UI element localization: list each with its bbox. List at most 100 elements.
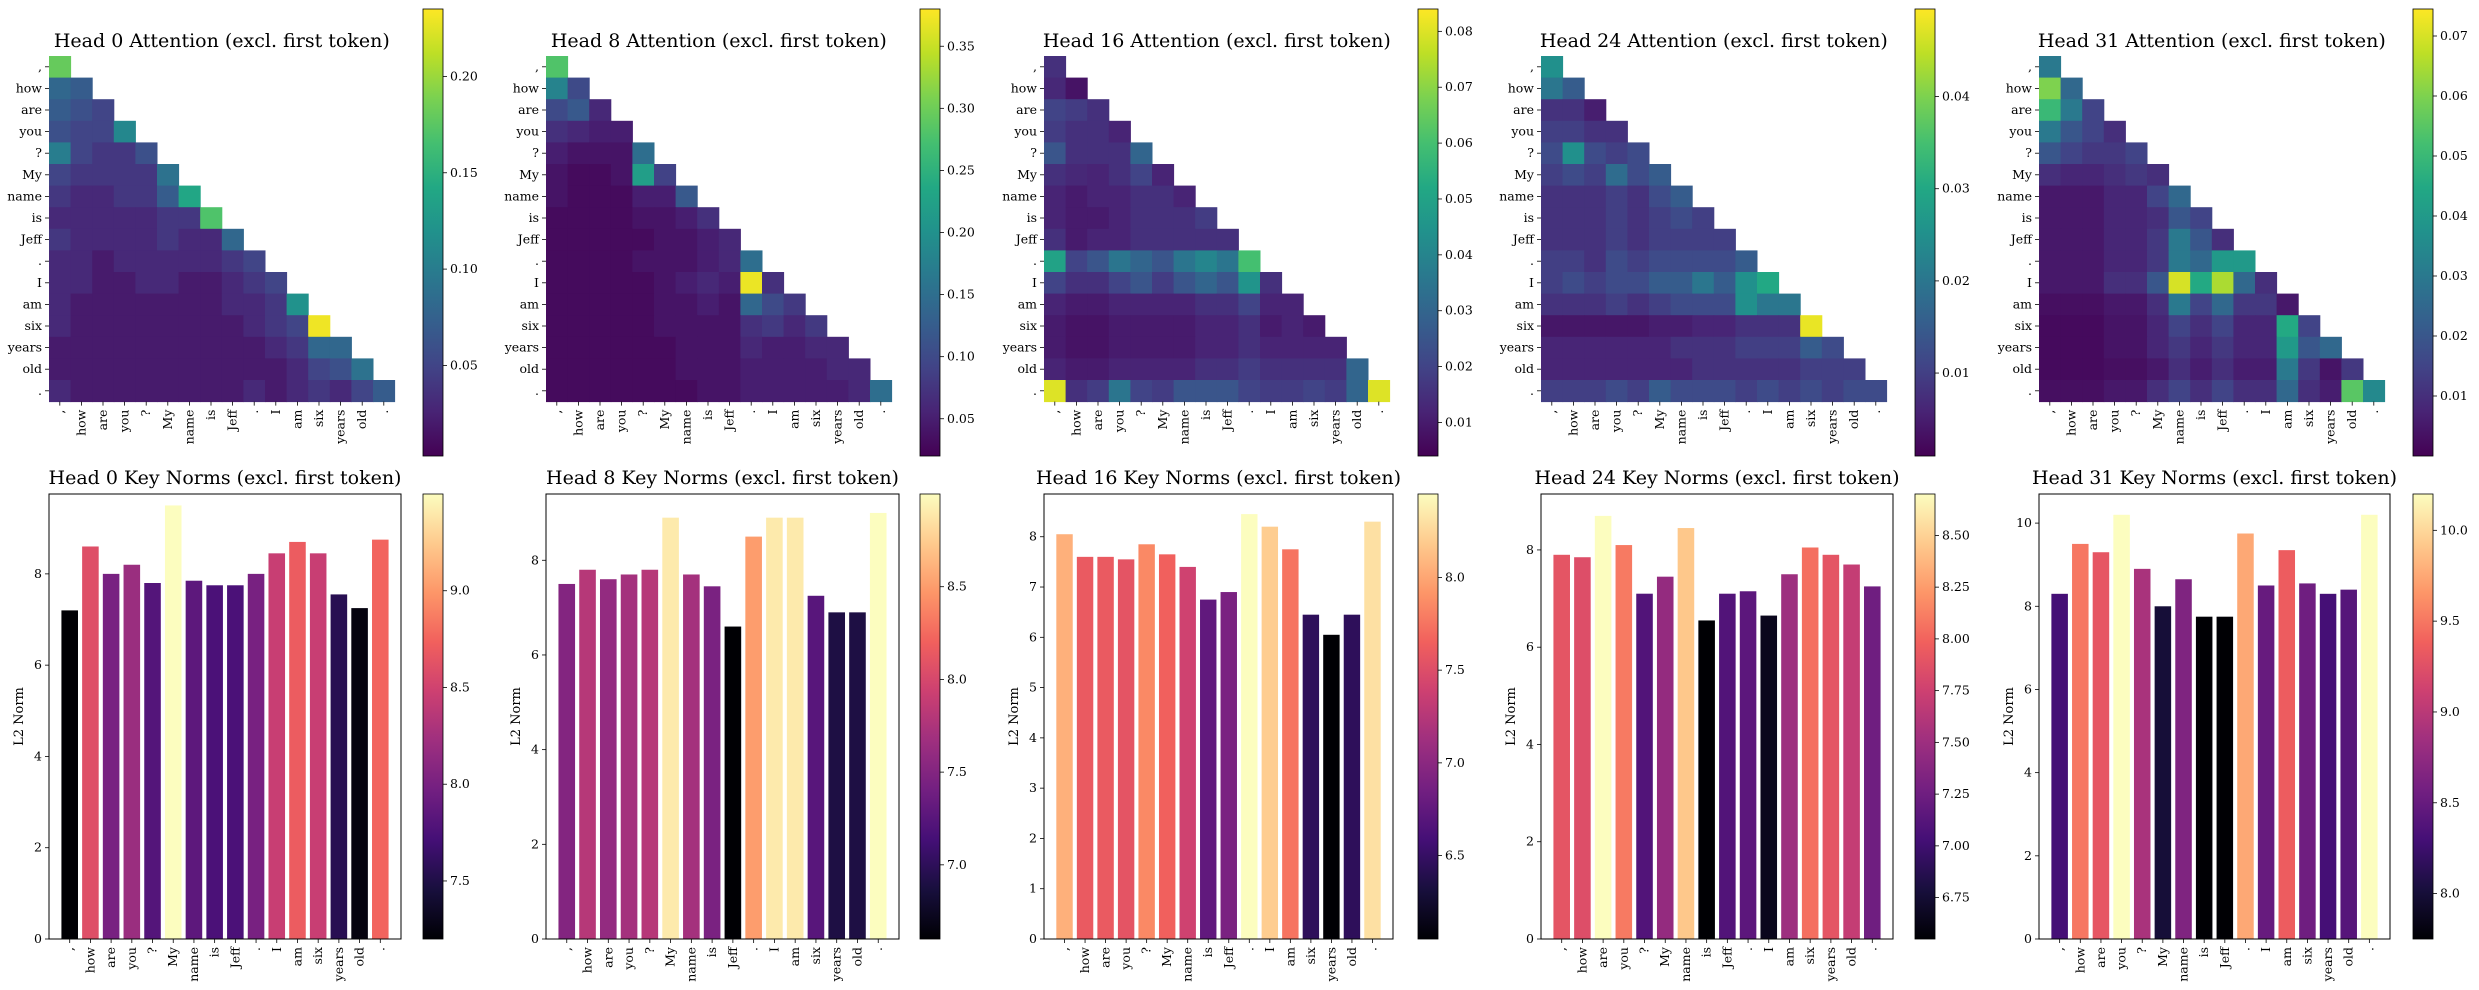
heatmap-cell <box>49 120 72 143</box>
heatmap-cell <box>243 380 266 403</box>
colorbar-tick-label: 0.35 <box>947 38 975 53</box>
heatmap-cell <box>1238 336 1261 359</box>
heatmap-cell <box>1108 315 1131 338</box>
heatmap-cell <box>49 228 72 251</box>
heatmap-cell <box>2211 293 2234 316</box>
x-tick-label: name <box>2171 410 2186 445</box>
heatmap-cell <box>49 185 72 208</box>
key-norm-bar-chart: Head 8 Key Norms (excl. first token), how… <box>509 467 900 982</box>
heatmap-cell <box>2060 315 2083 338</box>
y-tick-label: how <box>16 80 43 95</box>
heatmap-cell <box>1713 228 1736 251</box>
heatmap-cell <box>1605 207 1628 230</box>
heatmap-cell <box>1087 164 1110 187</box>
x-tick-label: old <box>1844 947 1859 967</box>
heatmap-cell <box>2190 272 2213 295</box>
heatmap-cell <box>1692 207 1715 230</box>
y-tick-label: , <box>1033 59 1037 74</box>
heatmap-cell <box>610 207 633 230</box>
x-tick-label: I <box>1263 410 1278 415</box>
bar <box>2175 579 2192 939</box>
x-tick-label: . <box>2237 947 2252 951</box>
bar <box>1739 591 1757 939</box>
heatmap-cell <box>762 293 785 316</box>
x-tick-label: six <box>310 947 325 964</box>
heatmap-cell <box>70 77 93 100</box>
heatmap-cell <box>1584 315 1607 338</box>
heatmap-cell <box>92 272 115 295</box>
heatmap-title: Head 8 Attention (excl. first token) <box>551 30 887 52</box>
heatmap-cell <box>2039 358 2062 381</box>
y-tick-label: , <box>2028 59 2032 74</box>
bar <box>620 574 638 939</box>
heatmap-cell <box>632 315 655 338</box>
heatmap-cell <box>783 293 806 316</box>
heatmap-cell <box>1195 293 1218 316</box>
heatmap-cell <box>70 250 93 273</box>
heatmap-cell <box>654 315 677 338</box>
bar <box>2195 616 2213 939</box>
y-tick-label: you <box>515 124 539 139</box>
heatmap-cell <box>546 185 569 208</box>
heatmap-cell <box>610 293 633 316</box>
heatmap-cell <box>1087 99 1110 122</box>
heatmap-cell <box>135 336 158 359</box>
heatmap-cell <box>2147 380 2170 403</box>
colorbar-tick-label: 8.5 <box>450 679 470 694</box>
heatmap-cell <box>2233 272 2256 295</box>
heatmap-cell <box>1108 336 1131 359</box>
heatmap-cell <box>1065 142 1088 165</box>
x-tick-label: are <box>1090 410 1105 431</box>
y-tick-label: six <box>1517 318 1534 333</box>
x-tick-label: I <box>1760 410 1775 415</box>
y-tick-label: I <box>1529 275 1534 290</box>
heatmap-cell <box>2211 272 2234 295</box>
y-tick-label: My <box>22 167 43 182</box>
heatmap-cell <box>113 293 136 316</box>
heatmap-cell <box>2168 207 2191 230</box>
heatmap-cell <box>546 120 569 143</box>
x-tick-label: name <box>1678 947 1693 982</box>
bar-chart-title: Head 16 Key Norms (excl. first token) <box>1036 467 1401 489</box>
y-tick-label: you <box>18 124 42 139</box>
heatmap-cell <box>546 207 569 230</box>
heatmap-cell <box>1087 142 1110 165</box>
heatmap-cell <box>1130 380 1153 403</box>
heatmap-cell <box>1152 207 1175 230</box>
heatmap-cell <box>1152 336 1175 359</box>
heatmap-cell <box>2211 358 2234 381</box>
heatmap-cell <box>1130 164 1153 187</box>
heatmap-cell <box>697 293 720 316</box>
heatmap-cell <box>610 380 633 403</box>
x-tick-label: name <box>186 947 201 982</box>
heatmap-cell <box>1692 293 1715 316</box>
colorbar-tick-label: 0.07 <box>2440 28 2468 43</box>
heatmap-cell <box>546 358 569 381</box>
heatmap-cell <box>1757 293 1780 316</box>
x-tick-label: old <box>2344 410 2359 430</box>
colorbar-tick-label: 0.30 <box>947 100 975 115</box>
x-tick-label: old <box>352 947 367 967</box>
x-tick-label: you <box>124 947 139 971</box>
heatmap-cell <box>2276 380 2299 403</box>
heatmap-cell <box>1152 164 1175 187</box>
heatmap-cell <box>286 380 309 403</box>
bar <box>828 612 846 939</box>
x-tick-label: My <box>1657 946 1672 967</box>
heatmap-cell <box>2060 142 2083 165</box>
heatmap-cell <box>1584 336 1607 359</box>
heatmap-cell <box>2125 250 2148 273</box>
heatmap-cell <box>2147 228 2170 251</box>
bar <box>1822 554 1840 939</box>
heatmap-cell <box>49 380 72 403</box>
heatmap-cell <box>2039 315 2062 338</box>
y-tick-label: My <box>519 167 540 182</box>
y-tick-label: 6 <box>34 657 42 672</box>
y-tick-label: ? <box>532 145 539 160</box>
heatmap-cell <box>2039 77 2062 100</box>
heatmap-cell <box>70 207 93 230</box>
heatmap-cell <box>589 228 612 251</box>
bar <box>206 585 223 939</box>
heatmap-cell <box>1692 336 1715 359</box>
colorbar-tick-label: 0.05 <box>947 411 975 426</box>
